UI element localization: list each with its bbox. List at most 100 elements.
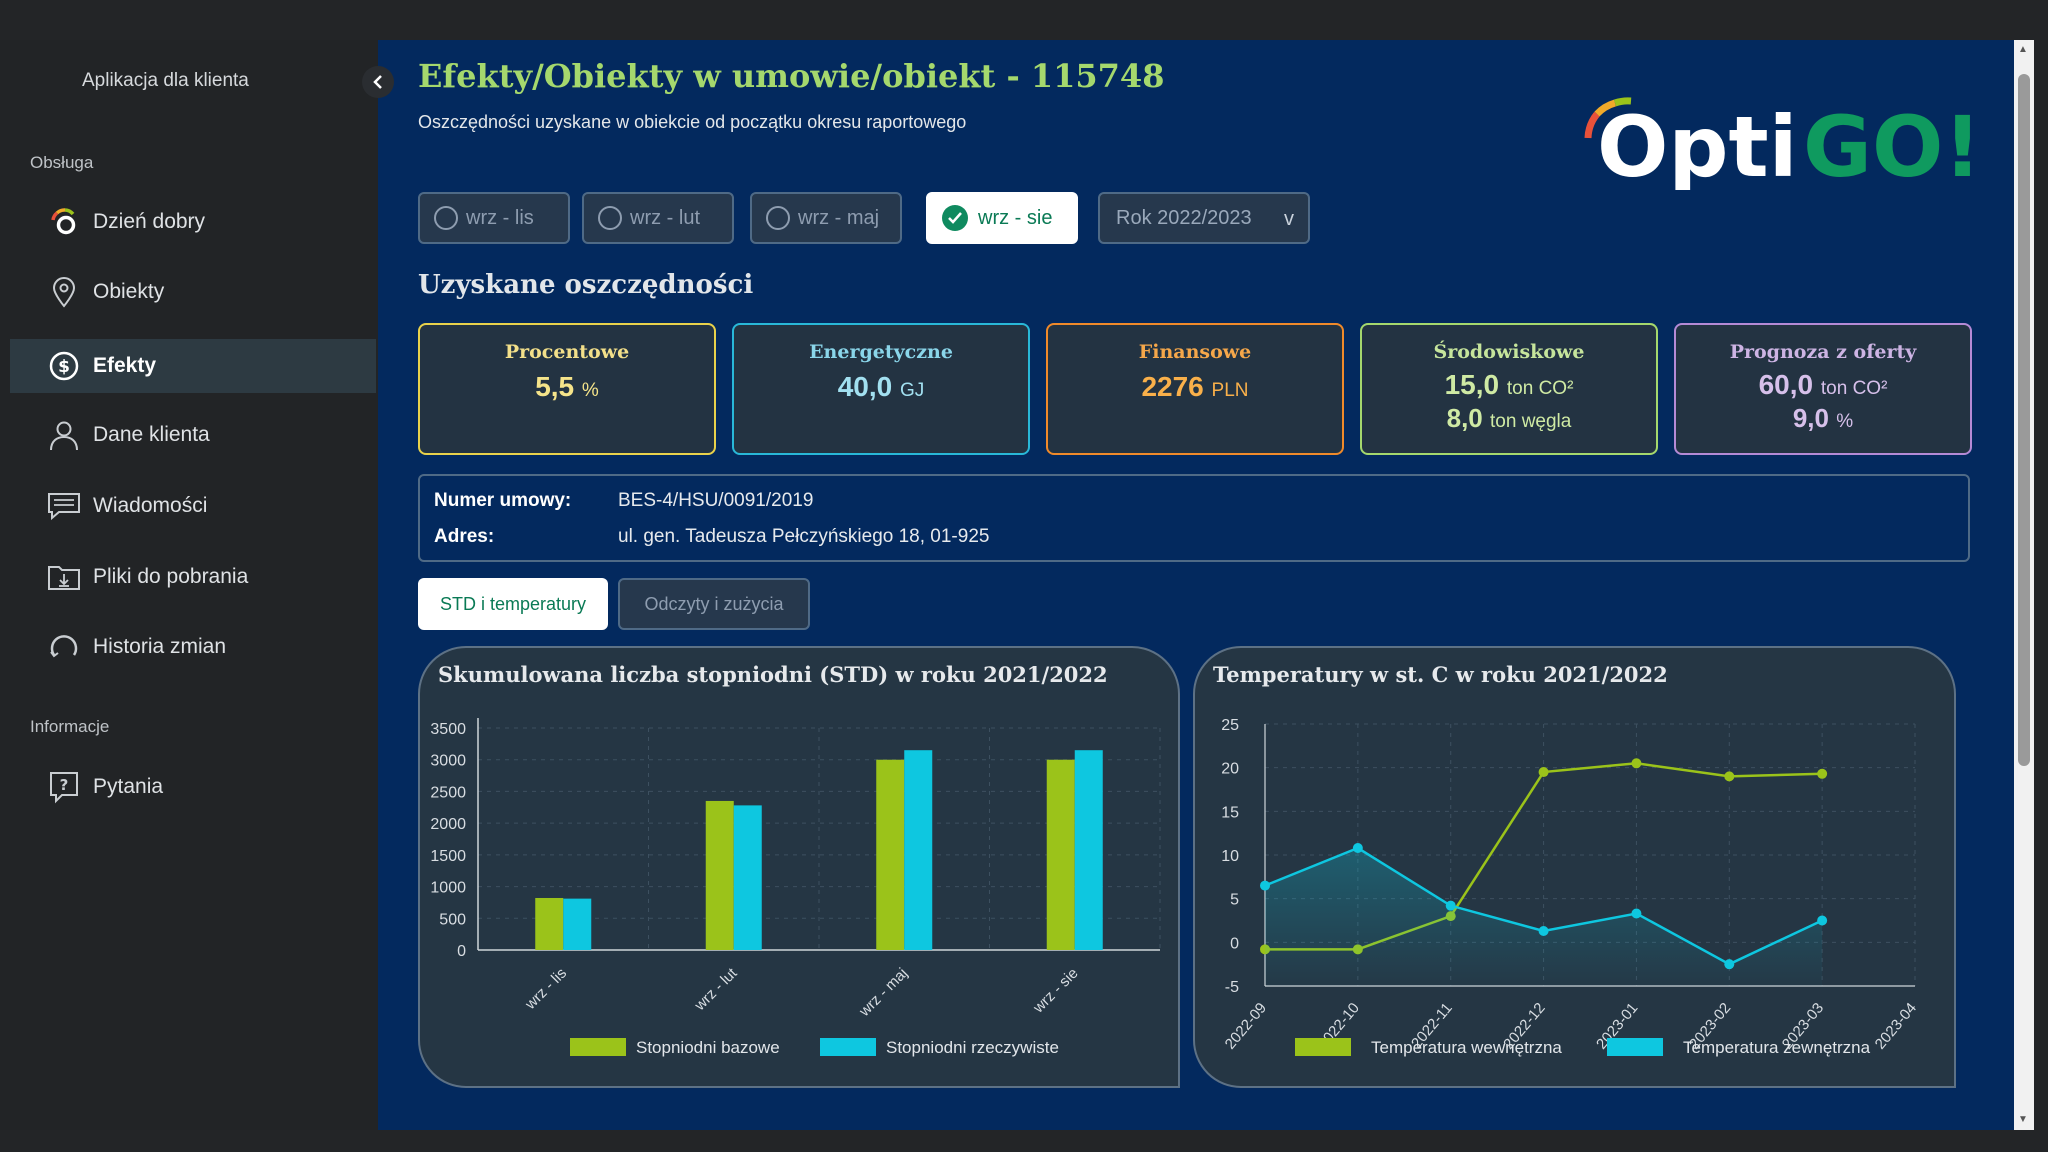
period-label: wrz - maj [798, 206, 880, 229]
svg-text:$: $ [58, 357, 70, 377]
card-title: Energetyczne [809, 341, 953, 363]
sidebar-item-historia[interactable]: Historia zmian [10, 620, 376, 674]
y-tick-label: 1000 [430, 880, 466, 897]
x-tick-label: wrz - lis [521, 965, 570, 1014]
period-wrz-maj[interactable]: wrz - maj [750, 192, 902, 244]
sidebar-item-obiekty[interactable]: Obiekty [10, 265, 376, 319]
std-chart-panel: Skumulowana liczba stopniodni (STD) w ro… [418, 646, 1180, 1088]
period-wrz-lut[interactable]: wrz - lut [582, 192, 734, 244]
card-title: Środowiskowe [1433, 341, 1585, 363]
data-point [1724, 771, 1735, 782]
y-tick-label: 25 [1221, 717, 1239, 734]
card-value: 40,0 GJ [837, 371, 925, 402]
sidebar-item-label: Dane klienta [93, 423, 210, 446]
contract-number-label: Numer umowy: [434, 490, 572, 511]
x-tick-label: wrz - maj [855, 965, 911, 1021]
std-chart-title: Skumulowana liczba stopniodni (STD) w ro… [438, 662, 1108, 687]
legend-label: Temperatura wewnętrzna [1371, 1038, 1562, 1057]
card-finansowe: Finansowe 2276 PLN [1046, 323, 1344, 455]
app-title: Aplikacja dla klienta [82, 70, 249, 91]
data-point [1631, 758, 1642, 769]
card-procentowe: Procentowe 5,5 % [418, 323, 716, 455]
sidebar-item-efekty[interactable]: $ Efekty [10, 339, 376, 393]
x-tick-label: wrz - lut [691, 964, 741, 1014]
radio-icon [434, 206, 458, 230]
legend-swatch [820, 1038, 876, 1056]
x-tick-label: 2022-09 [1222, 1000, 1270, 1053]
period-wrz-lis[interactable]: wrz - lis [418, 192, 570, 244]
logo-text-opti: Opti [1597, 98, 1797, 190]
sidebar-item-dane-klienta[interactable]: Dane klienta [10, 408, 376, 462]
y-tick-label: 500 [439, 911, 466, 928]
contract-number-value: BES-4/HSU/0091/2019 [618, 490, 814, 511]
collapse-sidebar-button[interactable] [362, 66, 394, 98]
period-label: wrz - lis [466, 206, 534, 229]
period-wrz-sie[interactable]: wrz - sie [926, 192, 1078, 244]
y-tick-label: 5 [1230, 892, 1239, 909]
data-point [1445, 900, 1456, 911]
sidebar-item-dzien-dobry[interactable]: Dzień dobry [10, 195, 376, 249]
x-tick-label: 2023-04 [1872, 1000, 1920, 1053]
card-value: 60,0 ton CO² [1758, 369, 1888, 400]
dollar-icon: $ [47, 349, 81, 383]
bar-rzeczywiste [733, 805, 762, 950]
y-tick-label: 0 [457, 943, 466, 960]
data-point [1724, 959, 1735, 970]
chevron-down-icon: v [1284, 208, 1294, 230]
data-point [1631, 908, 1642, 919]
sidebar-item-pliki[interactable]: Pliki do pobrania [10, 550, 376, 604]
scroll-down-icon[interactable]: ▼ [2018, 1114, 2028, 1125]
bar-bazowe [1046, 759, 1075, 950]
x-tick-label: wrz - sie [1029, 965, 1081, 1017]
card-srodowiskowe: Środowiskowe 15,0 ton CO² 8,0 ton węgla [1360, 323, 1658, 455]
data-point [1260, 880, 1270, 891]
radio-icon [766, 206, 790, 230]
window-bottom-bar [0, 1130, 2048, 1152]
sidebar-item-label: Obiekty [93, 280, 165, 303]
std-bar-chart: 0 500 1000 1500 2000 2500 3000 3500 wrz - lis wrz… [430, 718, 1161, 1057]
area-zewnetrzna [1265, 848, 1823, 986]
map-pin-icon [47, 275, 81, 309]
legend-swatch [1607, 1038, 1663, 1056]
contract-info: Numer umowy: BES-4/HSU/0091/2019 Adres: … [418, 474, 1970, 562]
address-value: ul. gen. Tadeusza Pełczyńskiego 18, 01-9… [618, 526, 990, 547]
bar-rzeczywiste [1074, 750, 1103, 950]
data-point [1817, 768, 1828, 779]
address-label: Adres: [434, 526, 495, 547]
scrollbar[interactable]: ▲ ▼ [2014, 40, 2034, 1130]
y-tick-label: 15 [1221, 804, 1239, 821]
sidebar-item-label: Efekty [93, 354, 157, 377]
scroll-thumb[interactable] [2018, 74, 2030, 766]
card-energetyczne: Energetyczne 40,0 GJ [732, 323, 1030, 455]
page-title: Efekty/Obiekty w umowie/obiekt - 115748 [418, 57, 1165, 95]
legend-label: Temperatura zewnętrzna [1683, 1038, 1871, 1057]
sidebar-item-label: Pytania [93, 775, 164, 798]
sidebar-item-label: Historia zmian [93, 635, 227, 658]
y-tick-label: 1500 [430, 848, 466, 865]
chevron-left-icon [373, 75, 382, 89]
card-value: 5,5 % [535, 371, 599, 402]
question-icon: ? [47, 770, 81, 804]
check-circle-icon [942, 205, 968, 231]
temperature-chart-panel: Temperatury w st. C w roku 2021/2022 -5 0… [1193, 646, 1956, 1088]
tab-odczyty-zuzycia[interactable]: Odczyty i zużycia [618, 578, 810, 630]
period-label: wrz - lut [630, 206, 700, 229]
year-select[interactable]: Rok 2022/2023 v [1098, 192, 1310, 244]
y-tick-label: 0 [1230, 935, 1239, 952]
card-value: 2276 PLN [1141, 371, 1249, 402]
y-tick-label: 2000 [430, 816, 466, 833]
y-tick-label: -5 [1225, 979, 1239, 996]
main-content: Efekty/Obiekty w umowie/obiekt - 115748 … [378, 40, 2014, 1130]
sidebar-item-wiadomosci[interactable]: Wiadomości [10, 479, 376, 533]
y-tick-label: 10 [1221, 848, 1239, 865]
sidebar-section-service: Obsługa [30, 153, 94, 172]
bar-bazowe [876, 759, 905, 950]
sidebar-section-info: Informacje [30, 717, 110, 736]
scroll-up-icon[interactable]: ▲ [2018, 44, 2028, 55]
legend-label: Stopniodni bazowe [636, 1038, 780, 1057]
sidebar-item-pytania[interactable]: ? Pytania [10, 760, 376, 814]
sidebar-item-label: Wiadomości [93, 494, 208, 517]
radio-icon [598, 206, 622, 230]
tab-std-temperatury[interactable]: STD i temperatury [418, 578, 608, 630]
